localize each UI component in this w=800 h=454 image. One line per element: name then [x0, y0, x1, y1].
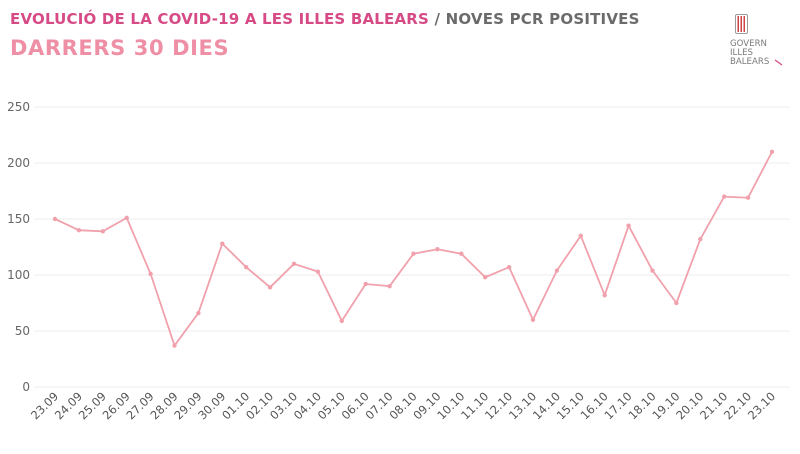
data-point: [459, 251, 464, 256]
data-point: [626, 223, 631, 228]
y-tick-label: 0: [22, 380, 30, 394]
data-point: [530, 317, 536, 322]
data-point: [506, 264, 512, 270]
data-point: [76, 228, 82, 233]
title-sub: NOVES PCR POSITIVES: [445, 10, 640, 28]
series-line: [54, 151, 773, 347]
data-point: [148, 271, 153, 277]
x-tick-label: 23.10: [745, 389, 778, 422]
data-point: [244, 264, 249, 270]
y-tick-label: 100: [7, 268, 30, 282]
data-point: [674, 300, 679, 306]
data-point: [339, 318, 344, 324]
emblem-icon: [735, 14, 748, 34]
chart-title: EVOLUCIÓ DE LA COVID-19 A LES ILLES BALE…: [10, 10, 640, 28]
data-point: [172, 343, 177, 348]
gridlines: [34, 106, 790, 388]
logo-line-2: ILLES: [730, 48, 753, 58]
data-point: [745, 195, 751, 200]
data-point: [267, 285, 273, 290]
title-main: EVOLUCIÓ DE LA COVID-19 A LES ILLES BALE…: [10, 10, 430, 28]
logo-line-3: BALEARS: [730, 57, 770, 67]
logo-swoosh-icon: [774, 59, 783, 66]
data-point: [100, 229, 106, 234]
data-point: [698, 236, 703, 242]
y-tick-label: 150: [7, 212, 30, 226]
logo-line-1: GOVERN: [730, 39, 767, 49]
govern-illes-balears-logo: GOVERN ILLES BALEARS: [730, 14, 790, 74]
data-point: [196, 310, 201, 316]
data-point: [483, 275, 488, 280]
y-tick-label: 50: [15, 324, 30, 338]
data-point: [578, 233, 583, 238]
data-point: [363, 281, 368, 287]
chart-subtitle: DARRERS 30 DIES: [10, 36, 230, 60]
data-point: [124, 215, 129, 221]
data-point: [411, 251, 416, 256]
series-layer: [52, 149, 775, 348]
data-point: [387, 284, 392, 289]
data-point: [722, 194, 727, 199]
data-point: [52, 216, 58, 222]
y-tick-label: 200: [7, 156, 30, 170]
data-point: [602, 292, 607, 298]
data-point: [435, 247, 440, 252]
y-tick-label: 250: [7, 100, 30, 114]
data-point: [554, 268, 560, 273]
x-axis-ticks: 23.0924.0925.0926.0927.0928.0929.0930.09…: [28, 389, 778, 422]
data-point: [315, 269, 321, 274]
data-point: [769, 149, 775, 154]
title-separator: /: [434, 10, 441, 28]
data-point: [291, 261, 297, 266]
y-axis-ticks: 0 50 100 150 200 250: [7, 100, 30, 394]
data-point: [650, 268, 655, 273]
data-point: [220, 241, 225, 246]
